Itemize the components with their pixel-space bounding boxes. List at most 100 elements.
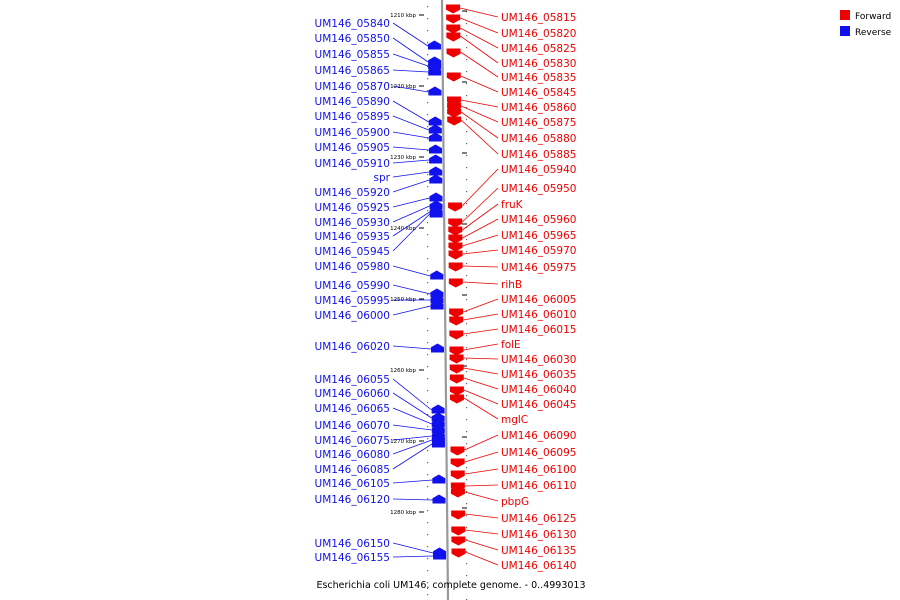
reverse-gene-label: UM146_05905 bbox=[315, 142, 390, 154]
reverse-gene-label: UM146_06020 bbox=[315, 341, 390, 353]
track-dot-left bbox=[427, 450, 429, 452]
reverse-gene-leader bbox=[392, 265, 431, 277]
forward-gene-label: fruK bbox=[501, 199, 524, 211]
track-dot-right bbox=[466, 179, 468, 181]
kbp-tick-label: 1210 kbp bbox=[390, 13, 416, 19]
forward-gene-label: UM146_05875 bbox=[501, 117, 576, 129]
kbp-tick: 1220 kbp bbox=[390, 81, 467, 90]
forward-gene-label: UM146_05960 bbox=[501, 214, 576, 226]
reverse-gene-leader bbox=[392, 435, 432, 441]
forward-gene-arrow bbox=[449, 394, 464, 404]
track-dot-right bbox=[466, 131, 468, 133]
track-dot-left bbox=[427, 534, 429, 536]
track-dot-right bbox=[466, 539, 468, 541]
track-dot-right bbox=[466, 503, 468, 505]
reverse-gene-leader bbox=[392, 69, 429, 73]
forward-gene-arrow bbox=[449, 308, 464, 318]
reverse-gene-label: UM146_05890 bbox=[315, 96, 390, 108]
track-dot-right bbox=[466, 287, 468, 289]
reverse-gene-arrow bbox=[429, 208, 443, 218]
forward-gene-leader bbox=[464, 491, 499, 502]
forward-gene-arrow bbox=[450, 488, 465, 498]
forward-gene-arrow bbox=[448, 262, 463, 272]
reverse-gene-leader bbox=[392, 407, 432, 425]
reverse-gene-leader bbox=[392, 159, 430, 164]
reverse-gene-label: UM146_06155 bbox=[315, 552, 390, 564]
reverse-gene-label: UM146_05990 bbox=[315, 280, 390, 292]
forward-gene-arrow bbox=[449, 316, 464, 326]
reverse-gene-arrow bbox=[431, 438, 445, 448]
forward-gene-label: UM146_05825 bbox=[501, 43, 576, 55]
track-dot-left bbox=[427, 474, 429, 476]
forward-gene-label: UM146_06045 bbox=[501, 399, 576, 411]
gene-features bbox=[427, 4, 466, 560]
track-dot-left bbox=[427, 426, 429, 428]
track-dot-right bbox=[466, 407, 468, 409]
forward-gene-arrow bbox=[450, 446, 465, 456]
reverse-gene-arrow bbox=[428, 132, 442, 142]
track-dot-right bbox=[466, 95, 468, 97]
track-dot-left bbox=[427, 54, 429, 56]
forward-gene-label: UM146_06010 bbox=[501, 309, 576, 321]
reverse-gene-leader bbox=[392, 498, 433, 501]
kbp-tick-label: 1260 kbp bbox=[390, 368, 416, 374]
track-dot-right bbox=[466, 227, 468, 229]
forward-gene-leader bbox=[463, 397, 499, 420]
reverse-gene-arrow bbox=[430, 288, 444, 298]
reverse-gene-arrow bbox=[429, 144, 442, 154]
forward-gene-leader bbox=[463, 343, 499, 351]
track-dot-right bbox=[466, 311, 468, 313]
genome-backbone bbox=[427, 0, 468, 600]
track-dot-left bbox=[427, 102, 429, 104]
forward-gene-leader bbox=[464, 484, 499, 487]
forward-gene-label: UM146_06030 bbox=[501, 354, 576, 366]
forward-gene-label: UM146_05880 bbox=[501, 133, 576, 145]
track-dot-left bbox=[427, 282, 429, 284]
forward-gene-label: UM146_06090 bbox=[501, 430, 576, 442]
track-dot-left bbox=[427, 522, 429, 524]
track-dot-right bbox=[466, 479, 468, 481]
forward-gene-arrow bbox=[448, 278, 463, 288]
forward-gene-label: UM146_05950 bbox=[501, 183, 576, 195]
forward-gene-arrow bbox=[446, 48, 461, 58]
forward-gene-leader bbox=[465, 529, 499, 535]
track-dot-left bbox=[427, 510, 429, 512]
track-dot-left bbox=[427, 366, 429, 368]
track-dot-right bbox=[466, 155, 468, 157]
forward-gene-label: UM146_06130 bbox=[501, 529, 576, 541]
track-dot-left bbox=[427, 354, 429, 356]
forward-gene-label: UM146_06095 bbox=[501, 447, 576, 459]
reverse-gene-leader bbox=[392, 345, 432, 350]
track-dot-left bbox=[427, 462, 429, 464]
forward-gene-arrow bbox=[446, 14, 461, 24]
track-dot-right bbox=[466, 143, 468, 145]
track-dot-right bbox=[466, 203, 468, 205]
legend-item: Forward bbox=[840, 10, 891, 22]
reverse-gene-leader bbox=[392, 115, 429, 131]
reverse-gene-leader bbox=[392, 284, 431, 295]
reverse-gene-leader bbox=[392, 392, 432, 419]
forward-gene-leader bbox=[460, 27, 499, 49]
forward-gene-arrow bbox=[449, 354, 464, 364]
track-dot-right bbox=[466, 455, 468, 457]
track-dot-right bbox=[466, 515, 468, 517]
reverse-gene-arrow bbox=[430, 294, 444, 304]
forward-gene-arrow bbox=[449, 386, 464, 396]
forward-gene-leader bbox=[463, 328, 499, 335]
reverse-gene-arrow bbox=[433, 550, 447, 560]
reverse-gene-arrow bbox=[429, 154, 443, 164]
kbp-tick: 1250 kbp bbox=[390, 294, 467, 303]
forward-gene-arrow bbox=[451, 548, 466, 558]
reverse-gene-leader bbox=[392, 22, 429, 47]
track-dot-right bbox=[466, 47, 468, 49]
track-dot-left bbox=[427, 78, 429, 80]
track-dot-right bbox=[466, 35, 468, 37]
reverse-gene-leader bbox=[392, 305, 431, 316]
track-dot-right bbox=[466, 563, 468, 565]
reverse-gene-label: UM146_05895 bbox=[315, 111, 390, 123]
forward-gene-leader bbox=[463, 389, 499, 405]
forward-gene-label: UM146_06140 bbox=[501, 560, 576, 572]
track-dot-left bbox=[427, 186, 429, 188]
forward-gene-leader bbox=[463, 367, 499, 375]
reverse-gene-arrow bbox=[431, 424, 445, 434]
